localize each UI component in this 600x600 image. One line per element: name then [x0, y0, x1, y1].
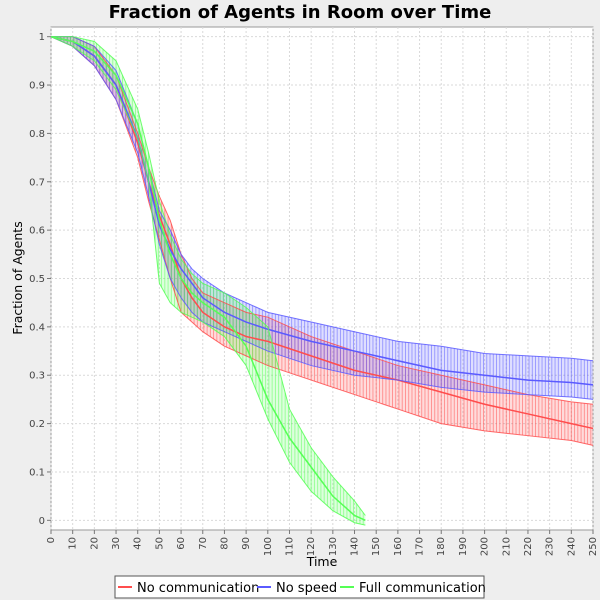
y-tick-label: 0.1 [29, 467, 45, 478]
x-tick-label: 0 [46, 537, 57, 543]
legend-label-full-communication: Full communication [359, 581, 486, 596]
y-tick-label: 0.4 [29, 322, 45, 333]
x-tick-label: 200 [480, 537, 491, 556]
x-tick-label: 140 [350, 537, 361, 556]
y-tick-label: 0.3 [29, 371, 45, 382]
x-tick-label: 90 [241, 537, 252, 550]
mean-line-no-speed [50, 35, 594, 386]
y-tick-label: 0.2 [29, 419, 45, 430]
lower-line-no-communication [50, 36, 594, 446]
x-tick-label: 70 [198, 537, 209, 550]
y-tick-label: 0.7 [29, 177, 45, 188]
mean-line-full-communication [50, 35, 366, 522]
x-tick-label: 230 [545, 537, 556, 556]
x-tick-label: 170 [415, 537, 426, 556]
y-tick-label: 0.9 [29, 81, 45, 92]
x-axis-label: Time [306, 554, 338, 569]
x-tick-label: 60 [176, 537, 187, 550]
x-tick-label: 100 [263, 537, 274, 556]
legend: No communication No speed Full communicati… [114, 575, 486, 599]
x-tick-label: 250 [588, 537, 599, 556]
x-tick-label: 190 [458, 537, 469, 556]
x-tick-label: 150 [371, 537, 382, 556]
upper-line-no-communication [51, 36, 594, 405]
series-lines [50, 35, 594, 526]
upper-line-no-speed [51, 36, 594, 362]
x-tick-label: 30 [111, 537, 122, 550]
x-tick-label: 80 [219, 537, 230, 550]
legend-label-no-speed: No speed [276, 581, 337, 596]
plot-area [50, 26, 594, 531]
x-tick-label: 50 [154, 537, 165, 550]
legend-label-no-communication: No communication [137, 581, 259, 596]
band-full-communication [51, 36, 366, 526]
y-tick-label: 0 [39, 516, 45, 527]
x-tick-label: 40 [133, 537, 144, 550]
x-tick-label: 120 [306, 537, 317, 556]
x-tick-label: 240 [566, 537, 577, 556]
x-tick-label: 20 [89, 537, 100, 550]
y-tick-label: 1 [39, 32, 45, 43]
x-tick-label: 10 [68, 537, 79, 550]
chart-title: Fraction of Agents in Room over Time [109, 2, 492, 23]
x-tick-label: 110 [284, 537, 295, 556]
y-axis-label: Fraction of Agents [10, 221, 25, 334]
axis-ticks: 0 10 20 30 40 50 60 70 80 90 100 110 120 130 140 150 160… [29, 32, 599, 556]
x-tick-label: 210 [501, 537, 512, 556]
x-tick-label: 160 [393, 537, 404, 556]
x-tick-label: 180 [436, 537, 447, 556]
x-tick-label: 130 [328, 537, 339, 556]
y-tick-label: 0.5 [29, 274, 45, 285]
x-tick-label: 220 [523, 537, 534, 556]
y-tick-label: 0.8 [29, 129, 45, 140]
series-bands [51, 36, 593, 526]
y-tick-label: 0.6 [29, 226, 45, 237]
upper-line-full-communication [51, 36, 366, 516]
lower-line-full-communication [50, 36, 366, 526]
lower-line-no-speed [50, 36, 594, 400]
